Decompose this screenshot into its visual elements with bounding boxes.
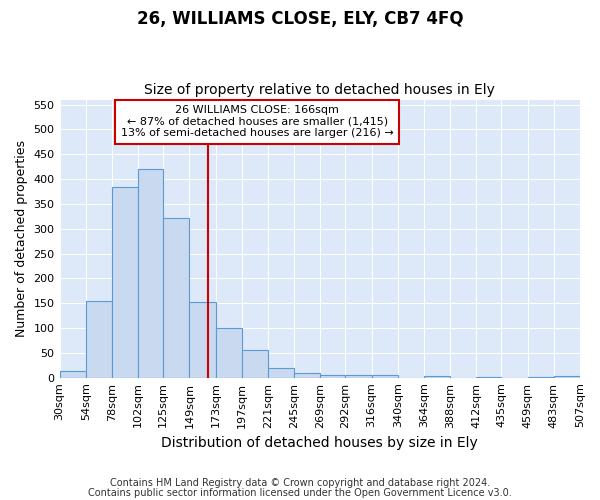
Bar [268, 368, 294, 378]
Text: Contains public sector information licensed under the Open Government Licence v3: Contains public sector information licen… [88, 488, 512, 498]
Bar [242, 350, 268, 378]
Bar [294, 372, 320, 378]
Bar [476, 376, 502, 378]
Text: Contains HM Land Registry data © Crown copyright and database right 2024.: Contains HM Land Registry data © Crown c… [110, 478, 490, 488]
Bar [371, 375, 398, 378]
Bar [138, 169, 163, 378]
Y-axis label: Number of detached properties: Number of detached properties [15, 140, 28, 337]
Bar [112, 188, 138, 378]
Title: Size of property relative to detached houses in Ely: Size of property relative to detached ho… [145, 83, 495, 97]
Bar [346, 375, 371, 378]
Bar [215, 328, 242, 378]
Bar [190, 302, 215, 378]
Bar [163, 218, 190, 378]
Text: 26, WILLIAMS CLOSE, ELY, CB7 4FQ: 26, WILLIAMS CLOSE, ELY, CB7 4FQ [137, 10, 463, 28]
X-axis label: Distribution of detached houses by size in Ely: Distribution of detached houses by size … [161, 436, 478, 450]
Bar [86, 300, 112, 378]
Bar [320, 375, 346, 378]
Text: 26 WILLIAMS CLOSE: 166sqm
← 87% of detached houses are smaller (1,415)
13% of se: 26 WILLIAMS CLOSE: 166sqm ← 87% of detac… [121, 105, 394, 138]
Bar [424, 376, 450, 378]
Bar [59, 371, 86, 378]
Bar [527, 376, 554, 378]
Bar [554, 376, 580, 378]
